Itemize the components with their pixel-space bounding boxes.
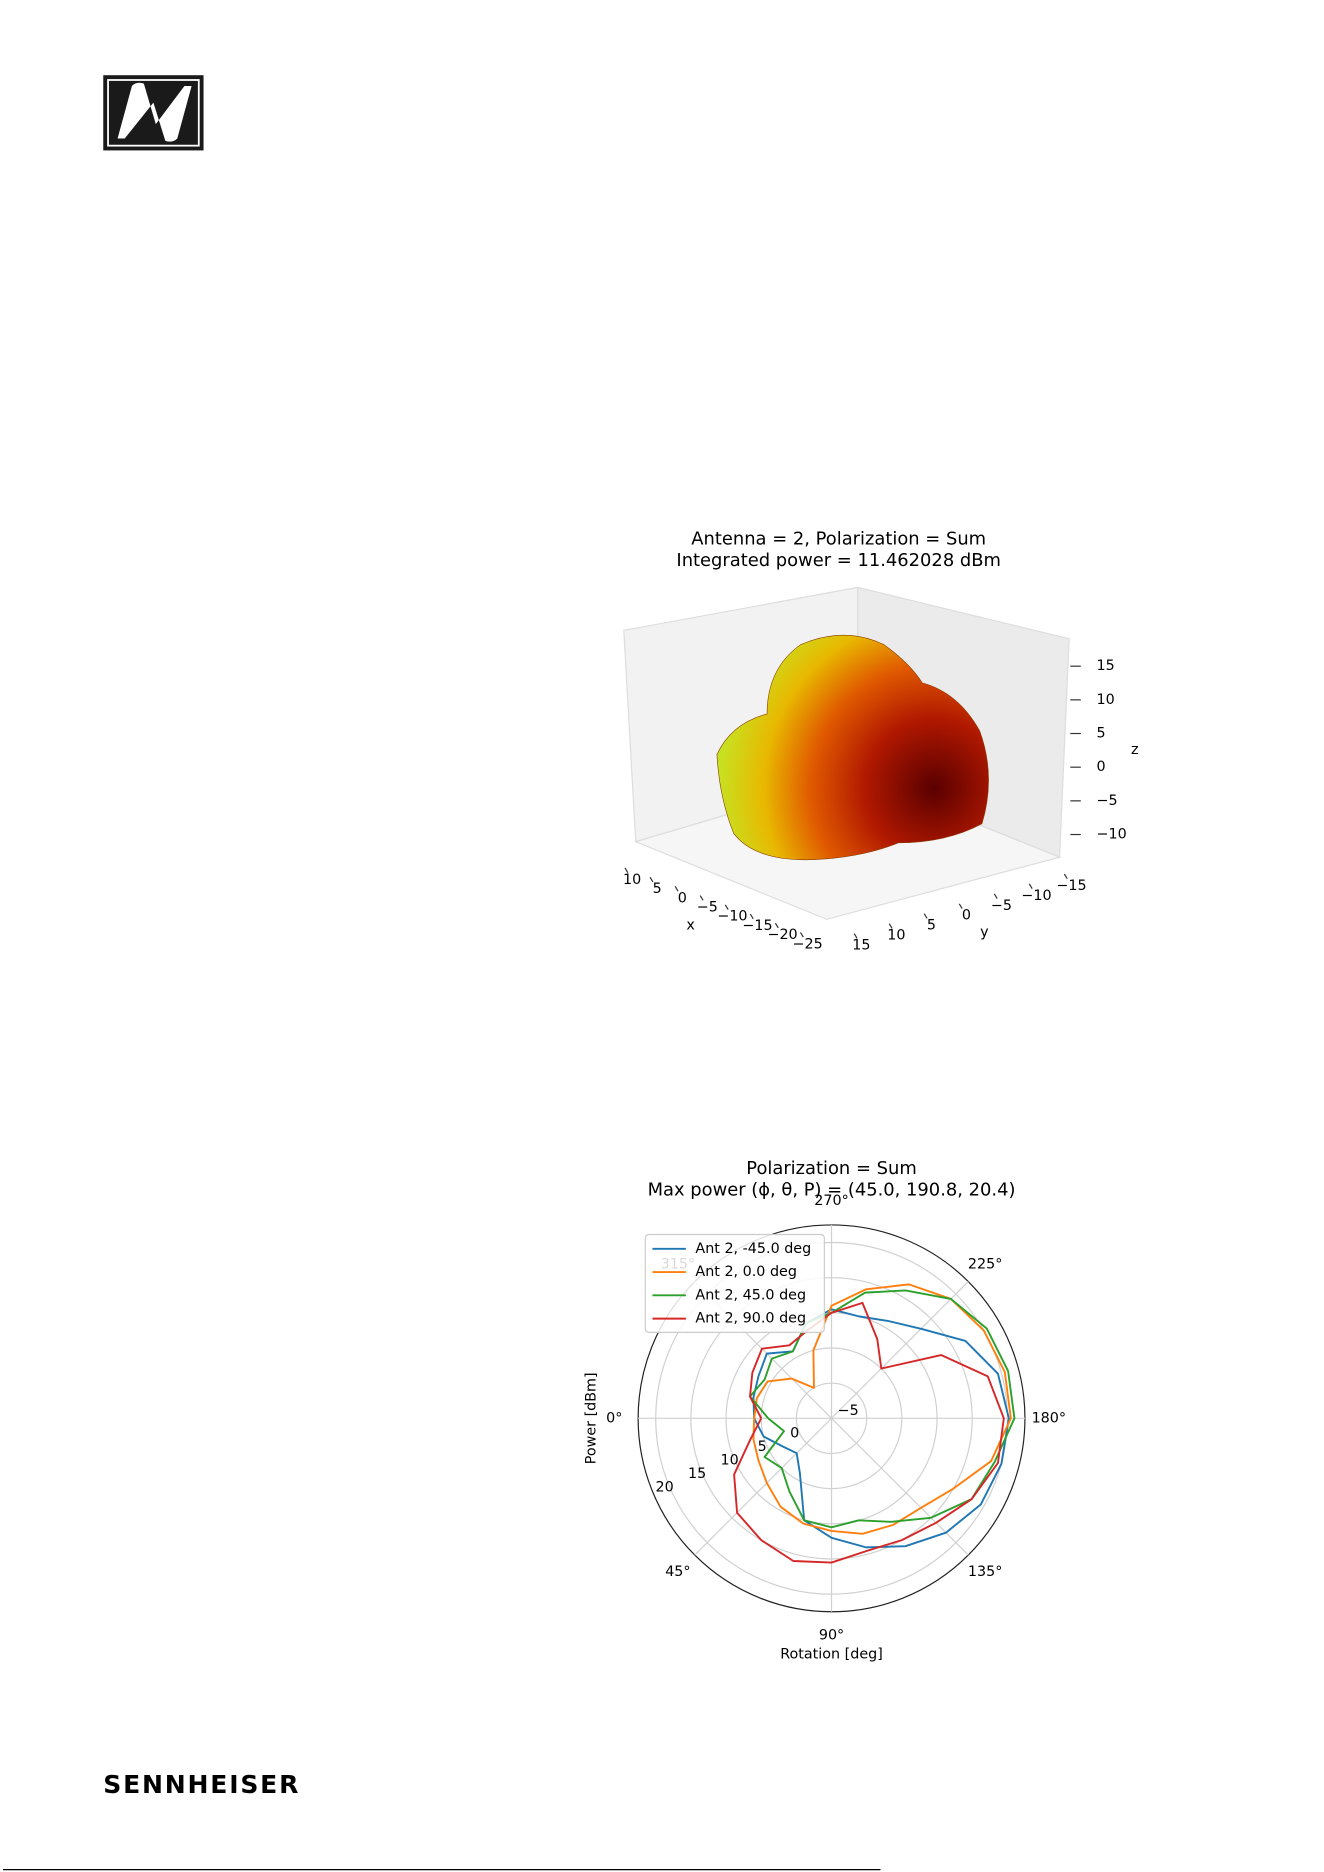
- tick-mark: [699, 895, 704, 901]
- tick-mark: [674, 886, 679, 892]
- tick-mark: [724, 904, 729, 910]
- y-tick-label: −15: [1056, 878, 1086, 894]
- legend-label: Ant 2, 45.0 deg: [695, 1287, 806, 1303]
- angle-tick-label: 0°: [606, 1410, 622, 1426]
- x-tick-label: 5: [653, 881, 662, 897]
- tick-mark: [888, 923, 893, 929]
- angle-tick-label: 180°: [1032, 1410, 1066, 1426]
- z-tick-label: 10: [1097, 692, 1115, 708]
- r-tick-label: −5: [838, 1403, 859, 1419]
- legend-label: Ant 2, 90.0 deg: [695, 1311, 806, 1327]
- tick-mark: [993, 893, 998, 899]
- tick-mark: [853, 933, 858, 939]
- chart-subtitle: Integrated power = 11.462028 dBm: [676, 550, 1001, 571]
- legend-box: [644, 1233, 825, 1333]
- r-tick-label: 5: [758, 1439, 767, 1455]
- grid-spoke: [831, 1281, 969, 1419]
- tick-mark: [774, 922, 779, 929]
- axis-label: z: [1131, 742, 1139, 758]
- x-tick-label: −5: [697, 900, 718, 916]
- x-axis-label: Rotation [deg]: [780, 1647, 883, 1663]
- chart-title: Antenna = 2, Polarization = Sum: [691, 529, 986, 550]
- legend-label: Ant 2, 0.0 deg: [695, 1264, 797, 1280]
- series-line: [749, 1289, 1016, 1529]
- y-tick-label: −5: [991, 898, 1012, 914]
- chart-title: Polarization = Sum: [746, 1158, 916, 1179]
- logo-mark: [117, 82, 192, 142]
- series-line: [752, 1283, 1012, 1535]
- r-tick-label: 20: [656, 1479, 674, 1495]
- x-tick-label: 10: [623, 872, 641, 888]
- angle-tick-label: 270°: [814, 1193, 848, 1209]
- angle-tick-label: 225°: [968, 1257, 1002, 1273]
- z-tick-label: 0: [1097, 759, 1106, 775]
- z-tick-label: 5: [1097, 726, 1106, 742]
- r-tick-label: 0: [790, 1426, 799, 1442]
- brand-name: SENNHEISER: [103, 1770, 300, 1799]
- angle-tick-label: 45°: [665, 1564, 690, 1580]
- y-tick-label: 15: [852, 938, 870, 954]
- y-axis-label: Power [dBm]: [584, 1372, 600, 1464]
- x-tick-label: −20: [767, 927, 797, 943]
- logo: [103, 75, 204, 151]
- x-tick-label: −10: [717, 909, 747, 925]
- axis-label: x: [686, 917, 694, 933]
- tick-mark: [799, 932, 804, 938]
- z-tick-label: 15: [1097, 658, 1115, 674]
- grid-spoke: [694, 1417, 832, 1556]
- radiation-surface: [716, 634, 989, 861]
- series-line: [733, 1301, 1005, 1564]
- legend-label: Ant 2, -45.0 deg: [695, 1241, 811, 1257]
- x-tick-label: −15: [742, 918, 772, 934]
- tick-mark: [649, 876, 654, 883]
- tick-mark: [624, 867, 629, 874]
- y-tick-label: −10: [1021, 888, 1051, 904]
- z-tick-label: −5: [1097, 793, 1118, 809]
- r-tick-label: 10: [721, 1453, 739, 1469]
- tick-mark: [923, 913, 928, 919]
- tick-mark: [1028, 883, 1033, 889]
- chart-subtitle: Max power (ϕ, θ, P) = (45.0, 190.8, 20.4…: [648, 1179, 1016, 1200]
- surface-chart: Antenna = 2, Polarization = Sum Integrat…: [623, 529, 1138, 954]
- z-tick-label: −10: [1097, 827, 1127, 843]
- r-tick-label: 15: [688, 1466, 706, 1482]
- y-tick-label: 10: [887, 928, 905, 944]
- y-tick-label: 5: [927, 918, 936, 934]
- y-tick-label: 0: [962, 908, 971, 924]
- x-tick-label: −25: [793, 936, 823, 952]
- angle-tick-label: 135°: [968, 1564, 1002, 1580]
- axis-label: y: [980, 924, 989, 940]
- logo-border: [107, 79, 200, 147]
- legend: Ant 2, -45.0 deg Ant 2, 0.0 deg Ant 2, 45.…: [644, 1233, 825, 1333]
- tick-mark: [1063, 873, 1068, 880]
- x-tick-label: 0: [678, 890, 687, 906]
- tick-mark: [749, 913, 754, 920]
- angle-tick-label: 90°: [819, 1628, 844, 1644]
- tick-mark: [958, 903, 963, 909]
